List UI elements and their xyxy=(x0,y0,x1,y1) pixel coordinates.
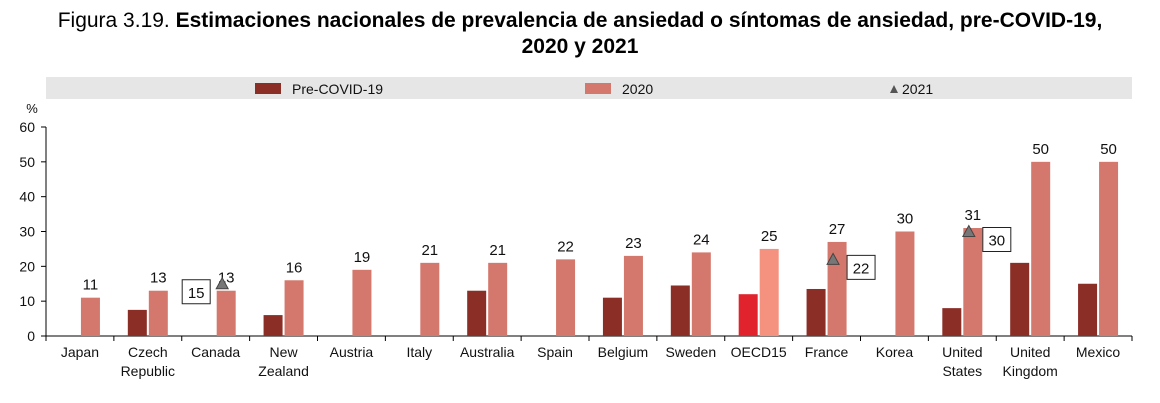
bar-2020 xyxy=(488,262,508,336)
bar-2020 xyxy=(623,255,643,336)
title-line2: 2020 y 2021 xyxy=(521,35,639,58)
bar-2020 xyxy=(759,248,779,336)
bar-pre-covid xyxy=(467,290,487,336)
category-label: Mexico xyxy=(1076,344,1121,360)
legend-label-2021: 2021 xyxy=(902,81,933,97)
bar-2020 xyxy=(352,269,372,336)
category-label: Zealand xyxy=(258,363,309,379)
y-tick-label: 10 xyxy=(19,293,35,309)
data-label-2021: 30 xyxy=(988,233,1005,250)
bar-pre-covid xyxy=(1010,262,1030,336)
category-label: Belgium xyxy=(598,344,649,360)
y-tick-label: 30 xyxy=(19,224,35,240)
title-main: Estimaciones nacionales de prevalencia d… xyxy=(175,9,1103,32)
data-label-2020: 50 xyxy=(1100,141,1117,158)
data-label-2020: 11 xyxy=(83,277,99,294)
legend-label-pre: Pre-COVID-19 xyxy=(292,81,383,97)
marker-2021 xyxy=(215,276,230,290)
legend-label-2020: 2020 xyxy=(622,81,653,97)
category-label: France xyxy=(805,344,849,360)
legend-swatch-pre xyxy=(255,83,281,94)
marker-2021-callout xyxy=(181,279,211,305)
y-tick-label: 0 xyxy=(27,328,35,344)
bar-pre-covid xyxy=(602,297,622,336)
marker-2021-callout xyxy=(982,227,1012,252)
category-label: Italy xyxy=(406,344,432,360)
data-label-2020: 31 xyxy=(964,207,981,224)
data-label-2021: 15 xyxy=(188,285,205,302)
bar-2020 xyxy=(691,252,711,336)
data-label-2020: 25 xyxy=(761,228,778,245)
bar-2020 xyxy=(556,259,576,336)
data-label-2020: 24 xyxy=(693,231,710,248)
legend-swatch-2020 xyxy=(585,83,611,94)
category-label: Australia xyxy=(460,344,515,360)
data-label-2020: 27 xyxy=(829,221,846,238)
category-label: Austria xyxy=(330,344,374,360)
category-label: Spain xyxy=(537,344,573,360)
y-tick-label: 40 xyxy=(19,189,35,205)
marker-2021-callout xyxy=(846,254,876,280)
category-label: Canada xyxy=(191,344,240,360)
category-label: States xyxy=(942,363,982,379)
category-label: Czech xyxy=(128,344,168,360)
bar-2020 xyxy=(80,297,100,336)
data-label-2021: 22 xyxy=(853,260,870,277)
marker-2021 xyxy=(961,224,976,237)
bar-2020 xyxy=(827,241,847,336)
bar-2020 xyxy=(216,290,236,336)
bar-pre-covid xyxy=(806,288,826,336)
bar-pre-covid xyxy=(127,309,147,336)
category-label: New xyxy=(270,344,299,360)
bar-2020 xyxy=(420,262,440,336)
bar-2020 xyxy=(895,231,915,336)
bar-2020 xyxy=(1031,161,1051,336)
marker-2021 xyxy=(826,252,840,265)
figure-number: Figura 3.19. xyxy=(57,9,176,32)
bar-2020 xyxy=(148,290,168,336)
bar-2020 xyxy=(1099,161,1119,336)
category-label: Republic xyxy=(121,363,175,379)
y-axis-unit: % xyxy=(26,101,38,116)
data-label-2020: 13 xyxy=(150,270,167,287)
bar-2020 xyxy=(284,280,304,336)
category-label: Japan xyxy=(61,344,99,360)
data-label-2020: 30 xyxy=(897,211,914,228)
y-tick-label: 60 xyxy=(19,119,35,135)
bar-2020 xyxy=(963,228,983,336)
legend-marker-2021 xyxy=(890,85,898,93)
data-label-2020: 50 xyxy=(1032,141,1049,158)
data-label-2020: 16 xyxy=(286,259,303,276)
data-label-2020: 21 xyxy=(421,242,438,259)
bar-pre-covid xyxy=(738,294,758,336)
data-label-2020: 21 xyxy=(489,242,506,259)
category-label: Sweden xyxy=(666,344,717,360)
chart-title: Figura 3.19. Estimaciones nacionales de … xyxy=(0,8,1160,60)
y-tick-label: 20 xyxy=(19,258,35,274)
data-label-2020: 23 xyxy=(625,235,642,252)
category-label: OECD15 xyxy=(731,344,787,360)
category-label: Korea xyxy=(876,344,914,360)
bar-pre-covid xyxy=(263,315,283,336)
data-label-2020: 22 xyxy=(557,238,574,255)
data-label-2020: 19 xyxy=(354,249,371,266)
category-label: United xyxy=(942,344,982,360)
bar-pre-covid xyxy=(1078,283,1098,336)
category-label: United xyxy=(1010,344,1050,360)
bar-pre-covid xyxy=(670,285,690,336)
bar-pre-covid xyxy=(942,308,962,336)
y-tick-label: 50 xyxy=(19,154,35,170)
category-label: Kingdom xyxy=(1003,363,1058,379)
